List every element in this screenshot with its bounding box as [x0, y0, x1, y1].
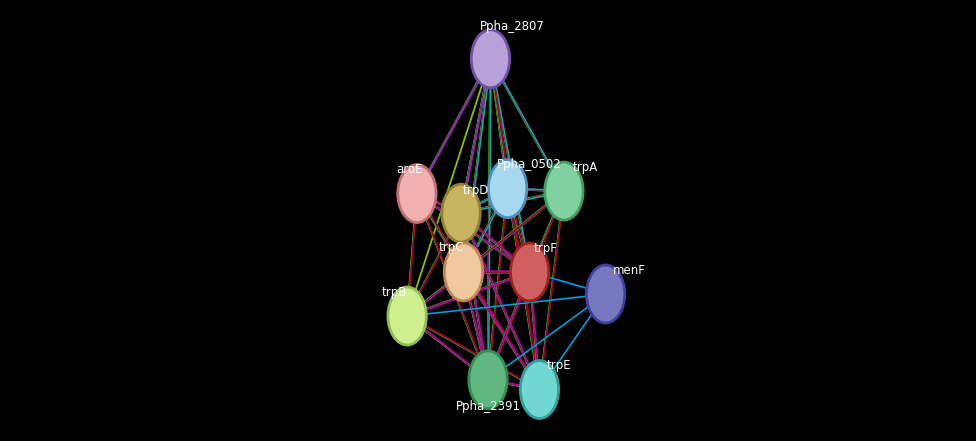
- Ellipse shape: [509, 242, 550, 303]
- Ellipse shape: [489, 160, 526, 217]
- Text: aroE: aroE: [396, 163, 423, 176]
- Ellipse shape: [511, 243, 549, 300]
- Text: trpF: trpF: [534, 242, 557, 255]
- Ellipse shape: [388, 288, 426, 344]
- Text: trpB: trpB: [382, 285, 407, 299]
- Ellipse shape: [440, 183, 481, 243]
- Ellipse shape: [469, 28, 511, 89]
- Text: trpE: trpE: [547, 359, 571, 372]
- Text: Ppha_2391: Ppha_2391: [456, 400, 520, 413]
- Ellipse shape: [469, 351, 507, 408]
- Ellipse shape: [585, 264, 627, 325]
- Text: trpD: trpD: [463, 183, 489, 197]
- Ellipse shape: [544, 161, 585, 221]
- Ellipse shape: [519, 359, 560, 420]
- Ellipse shape: [471, 30, 509, 87]
- Text: Ppha_0502: Ppha_0502: [498, 157, 562, 171]
- Ellipse shape: [468, 349, 508, 410]
- Text: trpA: trpA: [572, 161, 597, 174]
- Ellipse shape: [396, 163, 437, 224]
- Ellipse shape: [398, 165, 435, 222]
- Ellipse shape: [587, 265, 625, 322]
- Ellipse shape: [386, 286, 427, 347]
- Ellipse shape: [442, 185, 479, 242]
- Ellipse shape: [445, 243, 482, 300]
- Ellipse shape: [521, 361, 558, 418]
- Ellipse shape: [443, 242, 484, 303]
- Text: menF: menF: [613, 264, 645, 277]
- Ellipse shape: [487, 158, 528, 219]
- Text: Ppha_2807: Ppha_2807: [480, 20, 545, 34]
- Text: trpC: trpC: [438, 241, 464, 254]
- Ellipse shape: [546, 163, 583, 220]
